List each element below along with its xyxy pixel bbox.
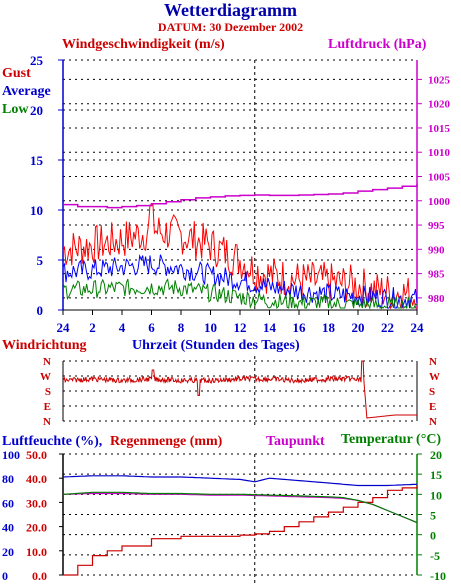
rain-series [63, 485, 418, 576]
pressure-y-tick-label: 1005 [428, 172, 451, 184]
legend-gust: Gust [2, 66, 31, 81]
humidity-series [62, 475, 418, 487]
humidity-y-tick-label: 20 [2, 545, 14, 559]
hour-tick-label: 12 [234, 320, 247, 335]
direction-left-tick-label: E [44, 401, 51, 413]
direction-right-tick-label: S [429, 386, 435, 398]
direction-left-tick-label: N [43, 416, 51, 428]
hour-tick-label: 6 [148, 320, 155, 335]
temperature-y-tick-label: 20 [430, 448, 442, 462]
legend-average: Average [2, 84, 51, 99]
temperature-y-tick-label: 5 [430, 509, 436, 523]
pressure-y-tick-label: 1010 [428, 147, 451, 159]
gust-series [62, 204, 417, 310]
hour-tick-label: 8 [178, 320, 185, 335]
humidity-y-tick-label: 60 [2, 496, 14, 510]
hour-tick-label: 24 [57, 320, 71, 335]
average-series [62, 253, 418, 310]
rain-y-tick-label: 40.0 [26, 472, 47, 486]
hour-tick-label: 2 [89, 320, 96, 335]
rain-y-tick-label: 30.0 [26, 496, 47, 510]
temperature-y-tick-label: 10 [430, 488, 442, 502]
hour-tick-label: 16 [293, 320, 307, 335]
hour-tick-label: 22 [381, 320, 394, 335]
legend-low: Low [2, 102, 29, 117]
wind-y-tick-label: 20 [30, 103, 43, 118]
pressure-y-tick-label: 1015 [428, 123, 451, 135]
humidity-y-tick-label: 100 [2, 448, 20, 462]
chart-title: Wetterdiagramm [164, 0, 297, 20]
dewpoint-title: Taupunkt [266, 434, 325, 449]
chart-date: DATUM: 30 Dezember 2002 [157, 20, 304, 34]
wind-y-tick-label: 0 [37, 303, 44, 318]
pressure-y-tick-label: 1025 [428, 74, 451, 86]
humidity-title: Luftfeuchte (%), [2, 434, 103, 449]
pressure-y-tick-label: 990 [428, 244, 445, 256]
temperature-series [62, 491, 418, 524]
temperature-y-tick-label: 15 [430, 468, 442, 482]
hour-tick-label: 20 [352, 320, 365, 335]
direction-left-tick-label: S [45, 386, 51, 398]
wind-y-tick-label: 5 [37, 253, 44, 268]
pressure-y-tick-label: 985 [428, 269, 445, 281]
direction-right-tick-label: E [429, 401, 436, 413]
direction-right-tick-label: N [429, 416, 437, 428]
dewpoint-series [62, 492, 418, 524]
humidity-y-tick-label: 0 [2, 569, 8, 583]
hour-tick-label: 24 [411, 320, 425, 335]
temperature-title: Temperatur (°C) [341, 432, 442, 447]
wind-direction-series [62, 360, 417, 419]
hour-tick-label: 4 [119, 320, 126, 335]
rain-y-tick-label: 0.0 [32, 569, 47, 583]
wind-speed-title: Windgeschwindigkeit (m/s) [62, 37, 225, 52]
time-axis-title: Uhrzeit (Stunden des Tages) [132, 338, 300, 353]
pressure-y-tick-label: 1000 [428, 196, 451, 208]
direction-left-tick-label: W [40, 371, 51, 383]
direction-right-tick-label: N [429, 356, 437, 368]
humidity-y-tick-label: 40 [2, 521, 14, 535]
rain-y-tick-label: 20.0 [26, 521, 47, 535]
pressure-title: Luftdruck (hPa) [328, 37, 427, 52]
wind-y-tick-label: 25 [30, 53, 44, 68]
temperature-y-tick-label: -10 [430, 569, 446, 583]
hour-tick-label: 10 [204, 320, 217, 335]
direction-right-tick-label: W [429, 371, 440, 383]
low-series [62, 278, 418, 310]
pressure-y-tick-label: 1020 [428, 99, 451, 111]
hour-tick-label: 18 [322, 320, 336, 335]
rain-title: Regenmenge (mm) [110, 434, 223, 449]
direction-left-tick-label: N [43, 356, 51, 368]
wind-y-tick-label: 15 [30, 153, 44, 168]
humidity-y-tick-label: 80 [2, 472, 14, 486]
wind-direction-title: Windrichtung [2, 338, 87, 353]
pressure-series [63, 183, 418, 209]
pressure-y-tick-label: 995 [428, 220, 445, 232]
temperature-y-tick-label: -5 [430, 549, 440, 563]
rain-y-tick-label: 10.0 [26, 545, 47, 559]
pressure-y-tick-label: 980 [428, 293, 445, 305]
rain-y-tick-label: 50.0 [26, 448, 47, 462]
wind-y-tick-label: 10 [30, 203, 43, 218]
hour-tick-label: 14 [263, 320, 277, 335]
temperature-y-tick-label: 0 [430, 529, 436, 543]
